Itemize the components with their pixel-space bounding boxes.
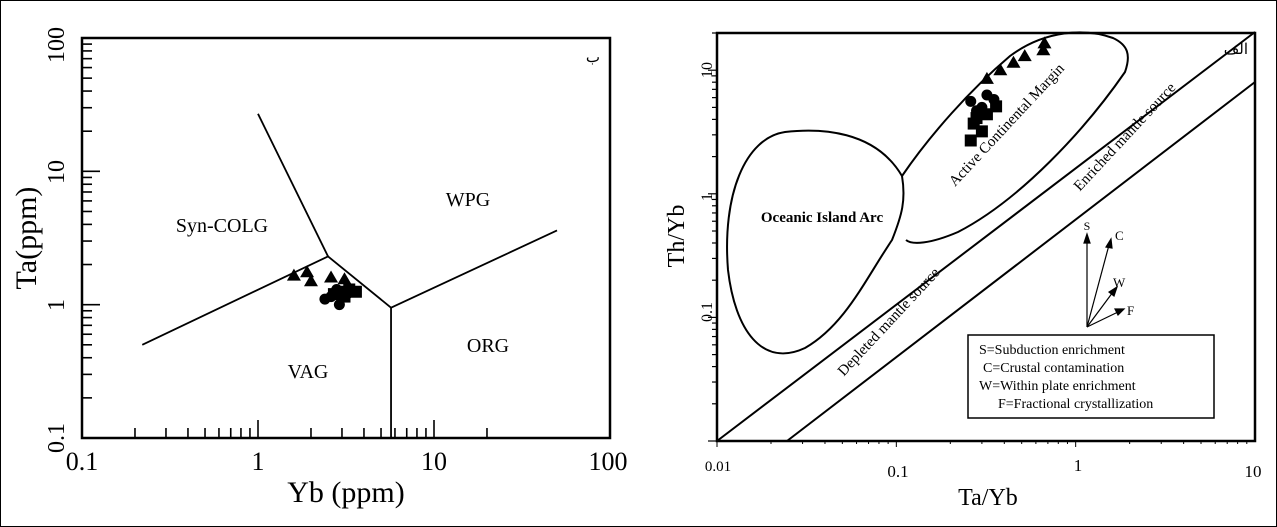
left-y-tick-label-2: 10: [44, 160, 70, 184]
right-triangle-point: [1017, 49, 1032, 62]
process-vectors: [1083, 232, 1126, 328]
field-label-wpg: WPG: [446, 189, 490, 211]
field-label-syn-colg: Syn-COLG: [176, 215, 268, 237]
right-y-axis-label: Th/Yb: [664, 205, 690, 268]
right-x-tick-label-0: 0.01: [705, 459, 731, 475]
vector-f-arrowhead: [1114, 308, 1126, 317]
right-x-axis-label: Ta/Yb: [958, 485, 1018, 511]
right-data-marks: [964, 36, 1052, 147]
right-x-tick-label-2: 1: [1074, 456, 1083, 475]
left-x-tick-label-3: 100: [589, 447, 628, 476]
right-x-tick-label-3: 10: [1245, 462, 1262, 481]
left-triangle-point: [324, 270, 339, 283]
tectonic-discrimination-chart: ب Syn-COLG WPG VAG ORG 0.1 1 10 100 Yb (…: [10, 27, 628, 509]
right-square-point: [964, 134, 977, 147]
right-y-tick-label-1: 1: [699, 193, 716, 201]
left-plot-area: [80, 36, 612, 440]
legend-item-within-plate: W=Within plate enrichment: [979, 379, 1136, 394]
left-boundary-line: [141, 229, 558, 346]
right-triangle-point: [979, 71, 994, 84]
left-panel-label: ب: [586, 50, 600, 66]
right-y-tick-label-0: 0.1: [699, 302, 716, 322]
legend-item-subduction: S=Subduction enrichment: [979, 343, 1125, 358]
right-square-point: [975, 125, 988, 138]
vector-label-s: S: [1084, 219, 1091, 233]
left-y-tick-label-0: 0.1: [44, 423, 70, 453]
left-axis-ticks: [82, 43, 488, 439]
right-triangle-point: [1006, 55, 1021, 68]
legend-item-crustal: C=Crustal contamination: [983, 361, 1124, 376]
legend-box: [967, 334, 1215, 419]
vector-w-arrow: [1086, 291, 1114, 328]
left-square-point: [349, 285, 362, 298]
left-x-tick-label-1: 1: [252, 447, 265, 476]
left-triangle-point: [303, 274, 318, 287]
left-triangle-point: [337, 272, 352, 285]
left-y-tick-label-1: 1: [44, 299, 70, 311]
legend-item-fractional: F=Fractional crystallization: [998, 397, 1153, 412]
field-label-vag: VAG: [288, 361, 329, 383]
field-label-oceanic-island-arc: Oceanic Island Arc: [761, 210, 884, 226]
right-triangle-point: [1037, 36, 1052, 49]
right-square-point: [980, 108, 993, 121]
field-label-enriched-mantle-source: Enriched mantle source: [1071, 80, 1180, 195]
right-x-tick-label-1: 0.1: [887, 462, 908, 481]
left-triangle-point: [286, 268, 301, 281]
left-x-axis-label: Yb (ppm): [287, 476, 404, 509]
vector-label-c: C: [1115, 228, 1124, 243]
right-square-point: [970, 112, 983, 125]
mantle-array-upper-line: [786, 81, 1256, 442]
field-label-active-continental-margin: Active Continental Margin: [946, 60, 1068, 189]
right-axis-ticks: [708, 32, 1248, 447]
vector-f-arrow: [1086, 311, 1119, 328]
magma-source-chart: الف Oceanic Island Arc Active Continenta…: [664, 31, 1262, 511]
left-y-axis-label: Ta(ppm): [10, 187, 43, 290]
left-x-tick-label-0: 0.1: [66, 447, 99, 476]
vector-c-arrowhead: [1105, 237, 1113, 249]
left-boundary-line: [257, 113, 329, 257]
right-square-point: [990, 100, 1003, 113]
vector-label-w: W: [1113, 275, 1126, 290]
oceanic-island-arc-field: [726, 129, 905, 355]
mantle-array-lower-line: [716, 31, 1256, 442]
right-y-tick-label-2: 10: [699, 62, 716, 78]
right-plot-area: [715, 31, 1257, 443]
right-circle-point: [965, 95, 977, 107]
left-y-tick-label-3: 100: [44, 27, 70, 63]
vector-w-arrowhead: [1107, 285, 1119, 298]
left-x-tick-label-2: 10: [421, 447, 447, 476]
right-triangle-point: [1036, 43, 1051, 56]
field-label-org: ORG: [467, 335, 509, 357]
right-triangle-point: [993, 63, 1008, 76]
left-data-marks: [286, 265, 362, 311]
left-square-point: [338, 290, 351, 303]
vector-s-arrowhead: [1083, 232, 1091, 244]
right-panel-label: الف: [1224, 42, 1248, 58]
left-field-boundaries: [141, 113, 558, 438]
left-triangle-point: [300, 265, 315, 278]
vector-c-arrow: [1086, 244, 1110, 328]
vector-label-f: F: [1127, 303, 1134, 318]
